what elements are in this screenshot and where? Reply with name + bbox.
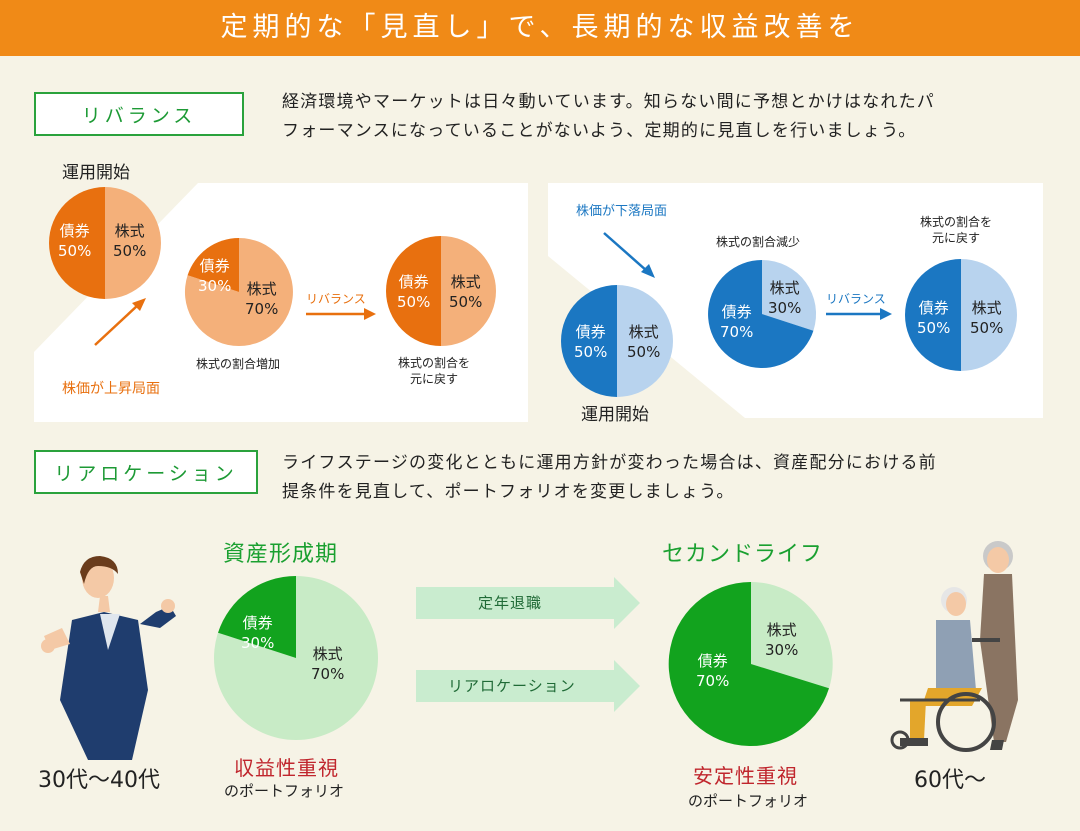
rebalance-label: リバランス bbox=[34, 92, 244, 136]
rebalance-arrow-right bbox=[826, 308, 892, 320]
rising-mid-stock: 株式 70% bbox=[245, 280, 279, 318]
senior-phase-title: セカンドライフ bbox=[662, 542, 824, 567]
falling-start-bond: 債券 50% bbox=[574, 323, 608, 361]
falling-arrow-icon bbox=[603, 232, 655, 278]
reallocation-arrow-label: リアロケーション bbox=[448, 677, 576, 695]
falling-mid-bond: 債券 70% bbox=[720, 303, 754, 341]
senior-age: 60代～ bbox=[914, 768, 986, 793]
young-woman-illustration bbox=[41, 556, 176, 760]
rising-arrow-icon bbox=[94, 298, 146, 346]
reallocation-description-line2: 提条件を見直して、ポートフォリオを変更しましょう。 bbox=[282, 482, 735, 502]
young-focus: 収益性重視 bbox=[234, 756, 339, 780]
rebalance-arrow-left bbox=[306, 308, 376, 320]
pie-start-falling bbox=[561, 285, 673, 397]
rebalance-description-line1: 経済環境やマーケットは日々動いています。知らない間に予想とかけはなれたパ bbox=[282, 92, 935, 112]
pie-end-falling bbox=[905, 259, 1017, 371]
rising-trend-label: 株価が上昇局面 bbox=[62, 381, 160, 397]
reallocation-description-line1: ライフステージの変化とともに運用方針が変わった場合は、資産配分における前 bbox=[282, 453, 937, 473]
young-age: 30代～40代 bbox=[38, 768, 160, 793]
pie-senior bbox=[668, 581, 833, 746]
pie-mid-rising bbox=[184, 237, 293, 346]
rebalance-description-line2: フォーマンスになっていることがないよう、定期的に見直しを行いましょう。 bbox=[282, 121, 917, 141]
pie-mid-falling bbox=[708, 259, 817, 368]
retire-arrow-label: 定年退職 bbox=[478, 594, 543, 612]
senior-bond: 債券 70% bbox=[696, 652, 730, 690]
rising-arrow-label: リバランス bbox=[306, 292, 366, 306]
rebalance-description: 経済環境やマーケットは日々動いています。知らない間に予想とかけはなれたパ フォー… bbox=[282, 88, 935, 146]
young-stock: 株式 70% bbox=[311, 645, 345, 683]
falling-end-bond: 債券 50% bbox=[917, 299, 951, 337]
falling-mid-caption: 株式の割合減少 bbox=[716, 235, 801, 249]
rising-end-bond: 債券 50% bbox=[397, 273, 431, 311]
seniors-wheelchair-illustration bbox=[890, 541, 1018, 752]
reallocation-arrow bbox=[416, 660, 640, 712]
rising-start-stock: 株式 50% bbox=[113, 222, 147, 260]
falling-arrow-label: リバランス bbox=[826, 292, 886, 306]
rising-start-label: 運用開始 bbox=[62, 163, 130, 183]
pie-start-rising bbox=[49, 187, 161, 299]
rising-end-stock: 株式 50% bbox=[449, 273, 483, 311]
pie-end-rising bbox=[386, 236, 496, 346]
banner-title: 定期的な「見直し」で、長期的な収益改善を bbox=[0, 0, 1080, 56]
retire-arrow bbox=[416, 577, 640, 629]
rising-start-bond: 債券 50% bbox=[58, 222, 92, 260]
falling-end-stock: 株式 50% bbox=[970, 299, 1004, 337]
rising-mid-caption: 株式の割合増加 bbox=[196, 357, 281, 371]
young-portfolio: のポートフォリオ bbox=[224, 782, 345, 800]
reallocation-description: ライフステージの変化とともに運用方針が変わった場合は、資産配分における前 提条件… bbox=[282, 449, 937, 507]
falling-end-caption: 株式の割合を 元に戻す bbox=[920, 215, 993, 245]
young-bond: 債券 30% bbox=[241, 614, 275, 652]
rising-end-caption: 株式の割合を 元に戻す bbox=[398, 356, 471, 386]
falling-start-stock: 株式 50% bbox=[627, 323, 661, 361]
reallocation-label: リアロケーション bbox=[34, 450, 258, 494]
senior-focus: 安定性重視 bbox=[693, 764, 798, 788]
falling-start-label: 運用開始 bbox=[581, 405, 649, 425]
young-phase-title: 資産形成期 bbox=[223, 542, 339, 567]
rising-mid-bond: 債券 30% bbox=[198, 257, 232, 295]
falling-mid-stock: 株式 30% bbox=[768, 279, 802, 317]
pie-young bbox=[213, 576, 378, 740]
falling-trend-label: 株価が下落局面 bbox=[576, 204, 668, 219]
senior-stock: 株式 30% bbox=[765, 621, 799, 659]
senior-portfolio: のポートフォリオ bbox=[688, 792, 809, 810]
